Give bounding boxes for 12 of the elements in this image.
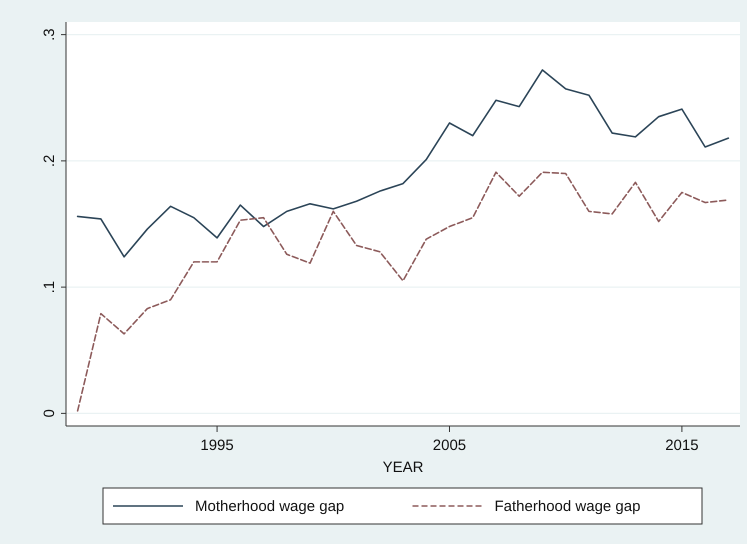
line-series — [76, 69, 730, 258]
y-tick-label: .1 — [41, 280, 58, 294]
x-tick-label: 2015 — [665, 437, 699, 454]
y-tick-label: .3 — [41, 28, 58, 41]
y-tick-label: 0 — [41, 409, 58, 418]
x-tick-label: 1995 — [200, 437, 234, 454]
legend-label: Fatherhood wage gap — [494, 498, 640, 515]
y-tick-label: .2 — [41, 154, 58, 168]
legend-label: Motherhood wage gap — [195, 498, 344, 515]
line-series — [76, 171, 730, 412]
x-tick-label: 2005 — [432, 437, 466, 454]
x-axis-title: YEAR — [382, 459, 424, 476]
